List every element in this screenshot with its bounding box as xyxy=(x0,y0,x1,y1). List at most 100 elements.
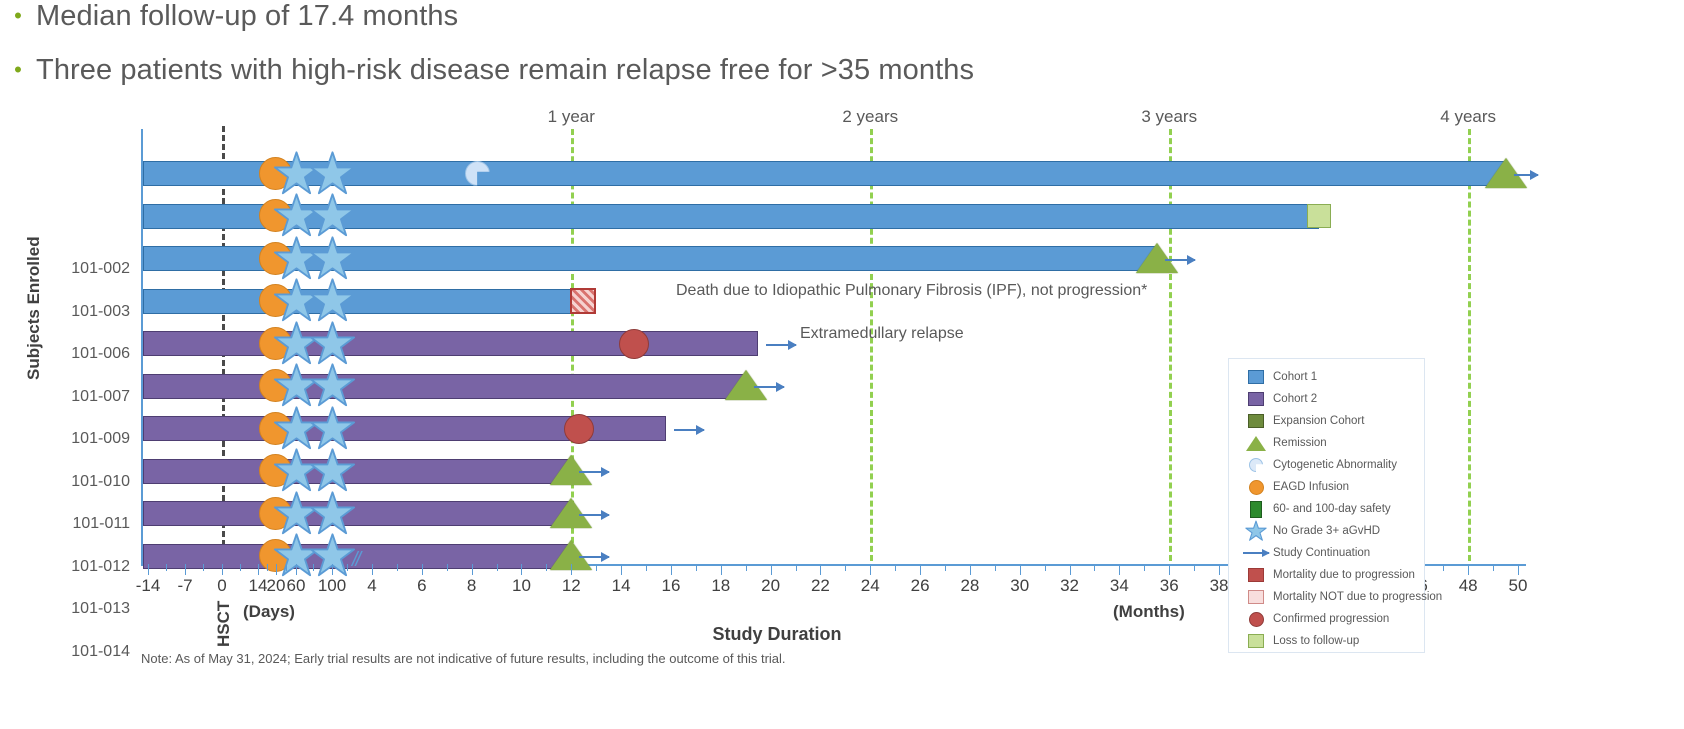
tick-label: 20 xyxy=(266,576,286,595)
legend-item-cohort-1[interactable]: Cohort 1 xyxy=(1239,366,1424,388)
tick-mark xyxy=(240,564,241,571)
tick-mark xyxy=(1219,564,1221,575)
agvhd-star-marker-100day[interactable] xyxy=(309,405,356,452)
agvhd-star-marker-100day[interactable] xyxy=(309,192,356,239)
axis-break-icon: // xyxy=(352,549,361,571)
tick-mark xyxy=(372,564,373,575)
continuation-icon xyxy=(1239,549,1273,556)
agvhd-icon xyxy=(1239,520,1273,542)
subject-label-101-002: 101-002 xyxy=(71,260,130,277)
study-continuation-arrow xyxy=(766,339,798,350)
legend-item-label: Loss to follow-up xyxy=(1273,635,1360,647)
tick-label: 28 xyxy=(960,576,980,595)
tick-mark xyxy=(286,564,287,571)
annotation-101-009: Extramedullary relapse xyxy=(800,325,964,342)
legend-item-agvhd[interactable]: No Grade 3+ aGvHD xyxy=(1239,520,1424,542)
remission-marker[interactable] xyxy=(1484,157,1527,188)
loss-followup-icon xyxy=(1239,634,1273,648)
tick-label: 12 xyxy=(561,576,581,595)
gridline-48m xyxy=(1468,129,1472,561)
tick-mark xyxy=(222,564,223,575)
legend-item-expansion-cohort[interactable]: Expansion Cohort xyxy=(1239,410,1424,432)
agvhd-star-marker-100day[interactable] xyxy=(309,447,356,494)
swimmer-bar-101-013[interactable] xyxy=(143,501,572,526)
legend-item-mortality-prog[interactable]: Mortality due to progression xyxy=(1239,564,1424,586)
tick-mark xyxy=(258,564,259,575)
tick-mark xyxy=(1518,564,1519,575)
confirmed-progression-marker[interactable] xyxy=(618,328,649,359)
tick-mark xyxy=(820,564,822,575)
legend-item-label: Mortality due to progression xyxy=(1273,569,1415,581)
legend-item-label: Confirmed progression xyxy=(1273,613,1390,625)
legend-item-mortality-nonprog[interactable]: Mortality NOT due to progression xyxy=(1239,586,1442,608)
remission-icon xyxy=(1239,435,1273,451)
tick-mark xyxy=(969,564,971,575)
legend-item-cohort-2[interactable]: Cohort 2 xyxy=(1239,388,1424,410)
study-continuation-arrow xyxy=(1513,169,1539,180)
swimmer-bar-101-010[interactable] xyxy=(143,373,746,399)
swimmer-bar-101-009[interactable] xyxy=(143,331,759,356)
swimmer-bar-101-014[interactable] xyxy=(143,543,572,569)
tick-mark xyxy=(895,564,897,571)
legend-item-remission[interactable]: Remission xyxy=(1239,432,1424,454)
bullet-text: Three patients with high-risk disease re… xyxy=(36,54,975,86)
x-axis-line xyxy=(141,564,1526,566)
tick-mark xyxy=(276,564,277,575)
tick-mark xyxy=(695,564,697,571)
gridline-label: 2 years xyxy=(842,107,899,126)
remission-marker[interactable] xyxy=(724,370,767,400)
list-item: • Median follow-up of 17.4 months xyxy=(0,0,1684,36)
tick-mark xyxy=(1443,564,1445,571)
remission-marker[interactable] xyxy=(550,455,593,485)
gridline-label: 3 years xyxy=(1141,107,1198,126)
tick-mark xyxy=(546,564,548,571)
legend-item-label: EAGD Infusion xyxy=(1273,481,1350,493)
tick-mark xyxy=(1493,564,1495,571)
legend-item-cytogenetic[interactable]: Cytogenetic Abnormality xyxy=(1239,454,1424,476)
confirmed-prog-icon xyxy=(1239,611,1273,627)
agvhd-star-marker-100day[interactable] xyxy=(309,362,356,409)
legend-item-eagd-infusion[interactable]: EAGD Infusion xyxy=(1239,476,1424,498)
subject-label-101-006: 101-006 xyxy=(71,345,130,362)
remission-marker[interactable] xyxy=(1135,242,1178,273)
swimmer-bar-101-012[interactable] xyxy=(143,458,572,484)
legend-item-confirmed-prog[interactable]: Confirmed progression xyxy=(1239,608,1424,630)
subject-label-101-012: 101-012 xyxy=(71,557,130,575)
tick-label: 14 xyxy=(611,576,631,595)
tick-label: 34 xyxy=(1109,576,1129,595)
tick-label: 4 xyxy=(367,576,377,595)
tick-mark xyxy=(745,564,747,571)
x-axis-title: Study Duration xyxy=(712,624,842,644)
agvhd-star-marker-100day[interactable] xyxy=(309,490,356,537)
tick-mark xyxy=(1119,564,1121,575)
legend-item-loss-followup[interactable]: Loss to follow-up xyxy=(1239,630,1424,652)
legend-item-label: No Grade 3+ aGvHD xyxy=(1273,525,1381,537)
tick-mark xyxy=(1069,564,1071,575)
tick-mark xyxy=(396,564,398,571)
swimmer-bar-101-006[interactable] xyxy=(143,246,1157,271)
tick-label: 24 xyxy=(860,576,880,595)
agvhd-star-marker-100day[interactable] xyxy=(309,277,356,324)
tick-mark xyxy=(845,564,847,571)
tick-label: 50 xyxy=(1508,576,1528,595)
mortality-prog-icon xyxy=(1239,568,1273,582)
agvhd-star-marker-100day[interactable] xyxy=(309,150,356,197)
tick-mark xyxy=(1019,564,1021,575)
swimmer-bar-101-007[interactable] xyxy=(143,288,597,314)
remission-marker[interactable] xyxy=(550,497,593,528)
legend-item-continuation[interactable]: Study Continuation xyxy=(1239,542,1424,564)
agvhd-star-marker-100day[interactable] xyxy=(309,235,356,282)
gridline-label: 4 years xyxy=(1440,107,1497,126)
bullet-dot-icon: • xyxy=(14,3,22,28)
tick-label: 10 xyxy=(512,576,531,595)
tick-label: 48 xyxy=(1458,576,1478,595)
tick-mark xyxy=(203,564,204,571)
mortality-not-progression-marker[interactable] xyxy=(570,288,597,314)
agvhd-star-marker-100day[interactable] xyxy=(309,320,356,367)
tick-mark xyxy=(1044,564,1046,571)
confirmed-progression-marker[interactable] xyxy=(563,413,594,444)
tick-label: 0 xyxy=(217,576,227,595)
loss-to-followup-marker[interactable] xyxy=(1306,204,1331,228)
tick-mark xyxy=(770,564,772,575)
legend-item-safety[interactable]: 60- and 100-day safety xyxy=(1239,498,1424,520)
